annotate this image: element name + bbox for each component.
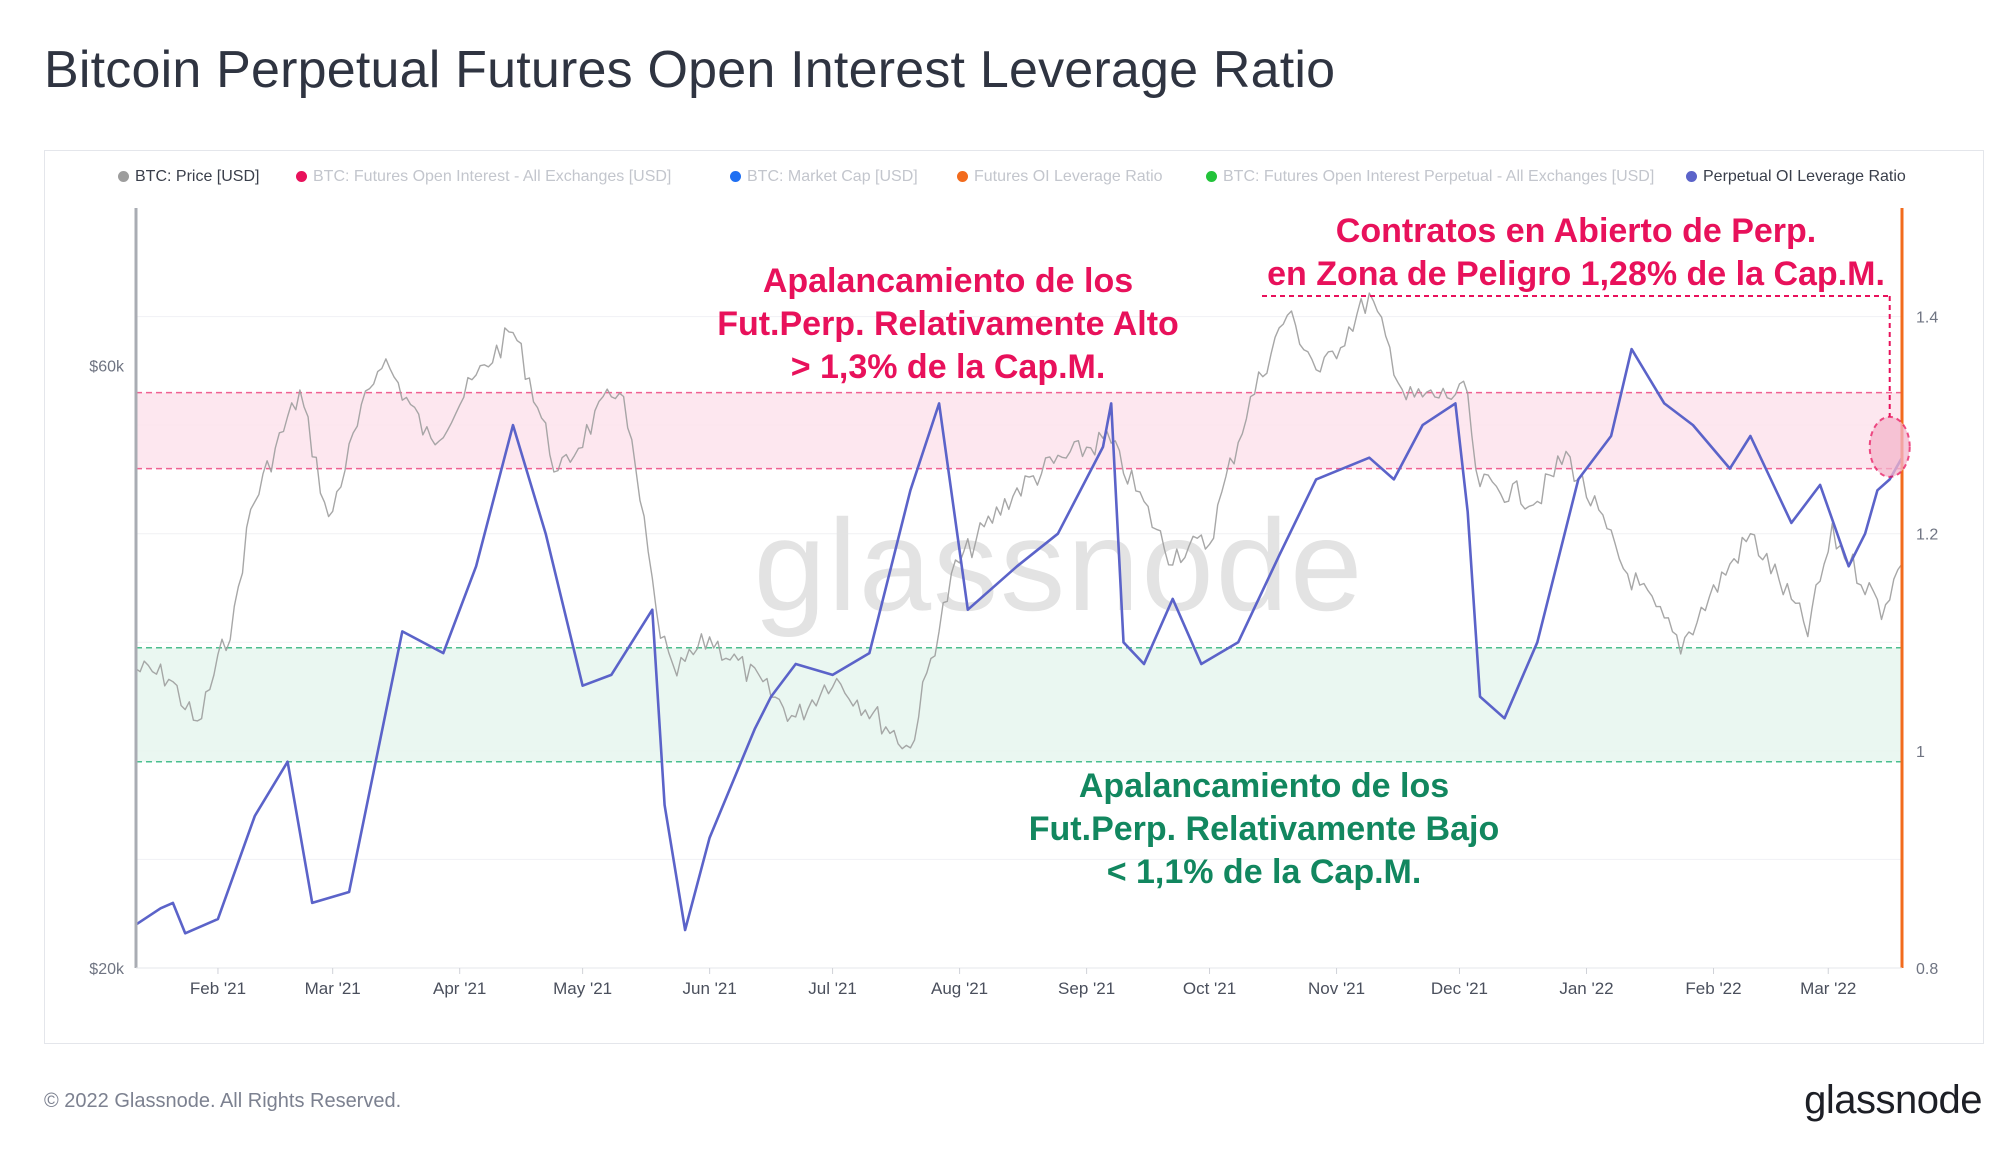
copyright-notice: © 2022 Glassnode. All Rights Reserved. <box>44 1090 402 1112</box>
right-axis-tick-label: 1 <box>1916 744 1925 761</box>
danger-zone-marker <box>1868 415 1911 478</box>
x-axis-tick-label: Feb '21 <box>190 979 246 998</box>
left-axis-tick-label: $20k <box>89 961 125 978</box>
x-axis-tick-label: May '21 <box>553 979 612 998</box>
chart-panel <box>44 150 1984 1044</box>
x-axis-tick-label: Jan '22 <box>1559 979 1613 998</box>
series-line-btc-price <box>135 292 1903 750</box>
series-line-perp-oi-ratio <box>135 347 1904 935</box>
legend-item-futures-oi-ratio[interactable]: Futures OI Leverage Ratio <box>957 168 1163 186</box>
page-title: Bitcoin Perpetual Futures Open Interest … <box>44 41 1336 99</box>
x-axis-tick-label: Oct '21 <box>1183 979 1236 998</box>
annotation-low-line: < 1,1% de la Cap.M. <box>1107 853 1422 891</box>
legend-dot-icon <box>296 171 307 182</box>
annotation-danger-line: en Zona de Peligro 1,28% de la Cap.M. <box>1267 255 1885 293</box>
right-axis-tick-label: 1.4 <box>1916 310 1938 327</box>
legend-item-perp-oi-ratio[interactable]: Perpetual OI Leverage Ratio <box>1686 168 1906 186</box>
annotation-low-line: Fut.Perp. Relativamente Bajo <box>1029 810 1499 848</box>
legend-dot-icon <box>730 171 741 182</box>
legend-dot-icon <box>118 171 129 182</box>
annotation-high-line: Fut.Perp. Relativamente Alto <box>717 305 1179 343</box>
x-axis-tick-label: Mar '21 <box>305 979 361 998</box>
legend-item-perp-oi[interactable]: BTC: Futures Open Interest Perpetual - A… <box>1206 168 1654 186</box>
annotation-high-line: > 1,3% de la Cap.M. <box>791 348 1106 386</box>
x-axis-tick-label: Jul '21 <box>808 979 857 998</box>
annotation-danger-line: Contratos en Abierto de Perp. <box>1336 212 1816 250</box>
annotation-low-line: Apalancamiento de los <box>1079 767 1449 805</box>
legend-item-futures-oi[interactable]: BTC: Futures Open Interest - All Exchang… <box>296 168 671 186</box>
x-axis-tick-label: Apr '21 <box>433 979 486 998</box>
x-axis-tick-label: Dec '21 <box>1431 979 1488 998</box>
low-leverage-zone <box>136 647 1902 762</box>
x-axis-tick-label: Aug '21 <box>931 979 988 998</box>
x-axis-tick-label: Feb '22 <box>1685 979 1741 998</box>
legend-item-btc-price[interactable]: BTC: Price [USD] <box>118 168 259 186</box>
right-axis-tick-label: 0.8 <box>1916 961 1938 978</box>
annotation-high-line: Apalancamiento de los <box>763 262 1133 300</box>
left-axis-tick-label: $60k <box>89 359 125 376</box>
high-leverage-zone <box>136 392 1902 469</box>
x-axis-tick-label: Jun '21 <box>682 979 736 998</box>
legend-dot-icon <box>1686 171 1697 182</box>
chart-legend: BTC: Price [USD] BTC: Futures Open Inter… <box>44 168 1982 192</box>
right-axis-tick-label: 1.2 <box>1916 527 1938 544</box>
glassnode-logo: glassnode <box>1804 1078 1982 1122</box>
watermark: glassnode <box>754 492 1365 638</box>
x-axis-tick-label: Mar '22 <box>1800 979 1856 998</box>
legend-dot-icon <box>957 171 968 182</box>
x-axis-tick-label: Sep '21 <box>1058 979 1115 998</box>
x-axis-tick-label: Nov '21 <box>1308 979 1365 998</box>
legend-dot-icon <box>1206 171 1217 182</box>
legend-item-market-cap[interactable]: BTC: Market Cap [USD] <box>730 168 918 186</box>
